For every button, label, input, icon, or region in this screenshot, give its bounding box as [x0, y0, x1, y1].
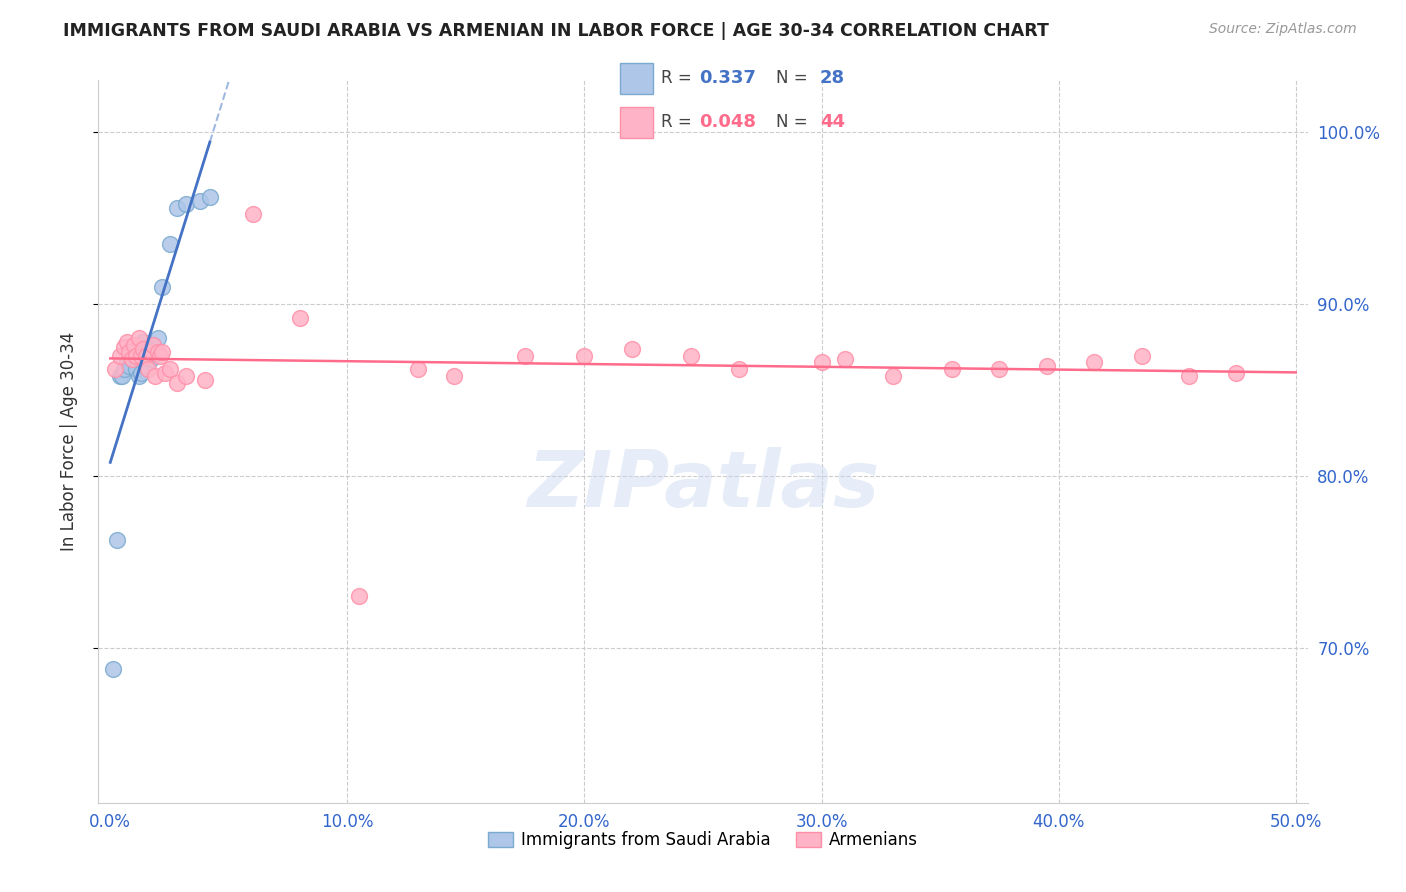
Point	[121, 351, 143, 366]
Point	[153, 366, 176, 380]
Point	[125, 349, 148, 363]
Point	[1178, 369, 1201, 384]
Text: N =: N =	[776, 113, 813, 131]
Point	[122, 338, 145, 352]
Point	[118, 359, 141, 373]
Point	[515, 349, 537, 363]
Text: 0.048: 0.048	[699, 113, 756, 131]
Text: IMMIGRANTS FROM SAUDI ARABIA VS ARMENIAN IN LABOR FORCE | AGE 30-34 CORRELATION : IMMIGRANTS FROM SAUDI ARABIA VS ARMENIAN…	[63, 22, 1049, 40]
Legend: Immigrants from Saudi Arabia, Armenians: Immigrants from Saudi Arabia, Armenians	[481, 824, 925, 856]
Point	[882, 369, 904, 384]
Bar	[620, 107, 652, 138]
Point	[198, 190, 221, 204]
Point	[810, 355, 832, 369]
Point	[408, 362, 430, 376]
Text: Source: ZipAtlas.com: Source: ZipAtlas.com	[1209, 22, 1357, 37]
Point	[108, 369, 131, 384]
Text: 0.337: 0.337	[699, 69, 756, 87]
Point	[115, 355, 138, 369]
Point	[941, 362, 963, 376]
Point	[443, 369, 465, 384]
Point	[146, 331, 169, 345]
Point	[122, 345, 145, 359]
Point	[194, 373, 217, 387]
Point	[129, 345, 152, 359]
Point	[1130, 349, 1153, 363]
Point	[146, 345, 169, 359]
Point	[1083, 355, 1105, 369]
Point	[128, 338, 150, 352]
Point	[132, 334, 155, 349]
Point	[834, 351, 856, 366]
Text: ZIPatlas: ZIPatlas	[527, 447, 879, 523]
Point	[136, 342, 159, 356]
Point	[118, 345, 141, 359]
Text: N =: N =	[776, 69, 813, 87]
Point	[988, 362, 1011, 376]
Point	[152, 345, 174, 359]
Point	[128, 369, 150, 384]
Text: 28: 28	[820, 69, 845, 87]
Point	[105, 533, 128, 547]
Point	[136, 362, 159, 376]
Point	[1225, 366, 1247, 380]
Point	[288, 310, 311, 325]
Point	[135, 349, 157, 363]
Point	[132, 342, 155, 356]
Point	[347, 590, 370, 604]
Point	[143, 369, 166, 384]
Point	[574, 349, 596, 363]
Point	[135, 359, 157, 373]
Point	[125, 362, 148, 376]
Point	[142, 338, 165, 352]
Point	[115, 334, 138, 349]
Text: R =: R =	[661, 69, 697, 87]
Point	[139, 351, 162, 366]
Point	[242, 207, 264, 221]
Point	[122, 349, 145, 363]
Point	[166, 376, 188, 390]
Point	[190, 194, 212, 208]
Point	[139, 345, 162, 359]
Point	[174, 197, 197, 211]
Point	[159, 236, 181, 251]
Point	[1036, 359, 1059, 373]
Point	[149, 349, 172, 363]
Point	[174, 369, 197, 384]
Point	[727, 362, 749, 376]
Point	[111, 369, 134, 384]
Point	[101, 662, 124, 676]
Bar	[620, 63, 652, 94]
Point	[152, 279, 174, 293]
Point	[129, 366, 152, 380]
Point	[166, 201, 188, 215]
Point	[125, 342, 148, 356]
Y-axis label: In Labor Force | Age 30-34: In Labor Force | Age 30-34	[59, 332, 77, 551]
Point	[129, 349, 152, 363]
Point	[104, 362, 127, 376]
Point	[159, 362, 181, 376]
Point	[128, 331, 150, 345]
Text: 44: 44	[820, 113, 845, 131]
Point	[620, 342, 643, 356]
Point	[108, 349, 131, 363]
Point	[121, 351, 143, 366]
Point	[142, 338, 165, 352]
Point	[114, 362, 136, 376]
Point	[681, 349, 703, 363]
Point	[114, 340, 136, 354]
Text: R =: R =	[661, 113, 697, 131]
